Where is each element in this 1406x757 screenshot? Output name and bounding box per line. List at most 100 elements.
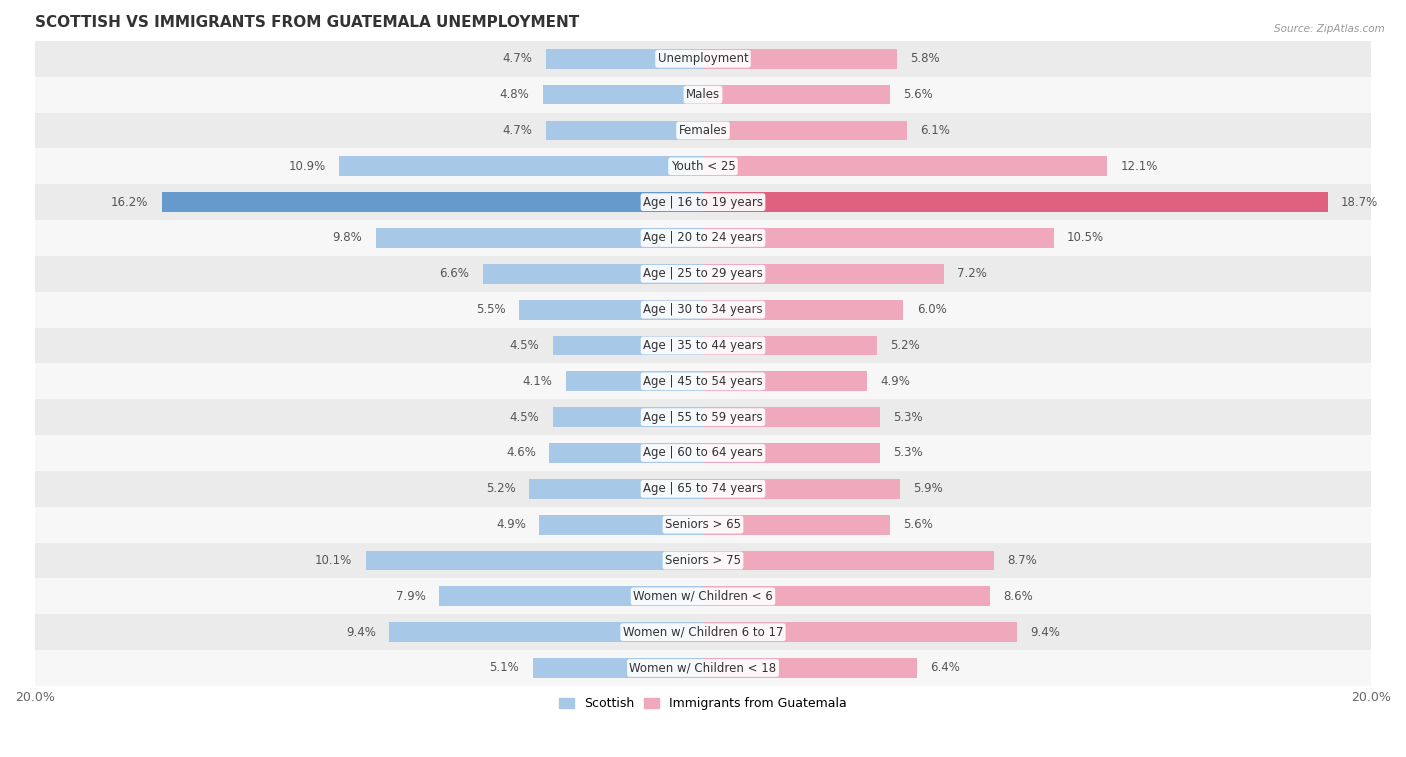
Bar [162, 192, 703, 212]
Bar [35, 220, 1371, 256]
Text: 4.7%: 4.7% [503, 124, 533, 137]
Text: 6.4%: 6.4% [931, 662, 960, 674]
Text: 6.1%: 6.1% [920, 124, 950, 137]
Bar [35, 650, 1371, 686]
Bar [35, 113, 1371, 148]
Bar [703, 515, 890, 534]
Bar [540, 515, 703, 534]
Bar [35, 148, 1371, 184]
Bar [529, 479, 703, 499]
Bar [567, 372, 703, 391]
Bar [35, 328, 1371, 363]
Text: 9.4%: 9.4% [346, 625, 375, 639]
Bar [533, 658, 703, 678]
Text: Age | 20 to 24 years: Age | 20 to 24 years [643, 232, 763, 245]
Text: 5.2%: 5.2% [890, 339, 920, 352]
Bar [35, 363, 1371, 399]
Bar [703, 443, 880, 463]
Bar [389, 622, 703, 642]
Bar [546, 120, 703, 140]
Bar [35, 435, 1371, 471]
Text: 10.1%: 10.1% [315, 554, 353, 567]
Bar [339, 157, 703, 176]
Bar [703, 407, 880, 427]
Text: Males: Males [686, 88, 720, 101]
Text: 4.5%: 4.5% [509, 410, 540, 424]
Bar [703, 550, 994, 570]
Text: Unemployment: Unemployment [658, 52, 748, 65]
Bar [703, 49, 897, 69]
Bar [553, 407, 703, 427]
Bar [482, 264, 703, 284]
Text: Age | 35 to 44 years: Age | 35 to 44 years [643, 339, 763, 352]
Bar [519, 300, 703, 319]
Text: 5.8%: 5.8% [910, 52, 939, 65]
Text: 12.1%: 12.1% [1121, 160, 1159, 173]
Text: Females: Females [679, 124, 727, 137]
Text: 5.6%: 5.6% [904, 88, 934, 101]
Text: Youth < 25: Youth < 25 [671, 160, 735, 173]
Text: 5.5%: 5.5% [477, 303, 506, 316]
Text: 10.5%: 10.5% [1067, 232, 1104, 245]
Text: 8.7%: 8.7% [1007, 554, 1036, 567]
Text: Women w/ Children < 18: Women w/ Children < 18 [630, 662, 776, 674]
Text: Women w/ Children 6 to 17: Women w/ Children 6 to 17 [623, 625, 783, 639]
Text: 5.3%: 5.3% [893, 447, 922, 459]
Bar [543, 85, 703, 104]
Text: 4.6%: 4.6% [506, 447, 536, 459]
Bar [703, 157, 1107, 176]
Bar [439, 587, 703, 606]
Text: 4.9%: 4.9% [496, 518, 526, 531]
Text: 6.6%: 6.6% [439, 267, 470, 280]
Bar [703, 85, 890, 104]
Bar [703, 335, 877, 355]
Bar [703, 300, 904, 319]
Text: Age | 30 to 34 years: Age | 30 to 34 years [643, 303, 763, 316]
Bar [703, 228, 1053, 248]
Text: Age | 16 to 19 years: Age | 16 to 19 years [643, 195, 763, 209]
Bar [703, 264, 943, 284]
Text: Age | 60 to 64 years: Age | 60 to 64 years [643, 447, 763, 459]
Text: Women w/ Children < 6: Women w/ Children < 6 [633, 590, 773, 603]
Text: SCOTTISH VS IMMIGRANTS FROM GUATEMALA UNEMPLOYMENT: SCOTTISH VS IMMIGRANTS FROM GUATEMALA UN… [35, 15, 579, 30]
Bar [703, 372, 866, 391]
Bar [375, 228, 703, 248]
Text: 7.2%: 7.2% [957, 267, 987, 280]
Text: 6.0%: 6.0% [917, 303, 946, 316]
Bar [35, 506, 1371, 543]
Bar [35, 471, 1371, 506]
Text: 5.9%: 5.9% [914, 482, 943, 495]
Text: Seniors > 75: Seniors > 75 [665, 554, 741, 567]
Text: Seniors > 65: Seniors > 65 [665, 518, 741, 531]
Bar [35, 543, 1371, 578]
Bar [553, 335, 703, 355]
Text: 4.5%: 4.5% [509, 339, 540, 352]
Text: 4.1%: 4.1% [523, 375, 553, 388]
Bar [546, 49, 703, 69]
Text: 16.2%: 16.2% [111, 195, 149, 209]
Text: 8.6%: 8.6% [1004, 590, 1033, 603]
Text: 4.8%: 4.8% [499, 88, 529, 101]
Bar [703, 120, 907, 140]
Bar [35, 291, 1371, 328]
Text: 5.2%: 5.2% [486, 482, 516, 495]
Text: Age | 55 to 59 years: Age | 55 to 59 years [643, 410, 763, 424]
Text: 9.8%: 9.8% [333, 232, 363, 245]
Text: Age | 25 to 29 years: Age | 25 to 29 years [643, 267, 763, 280]
Bar [35, 399, 1371, 435]
Text: 4.9%: 4.9% [880, 375, 910, 388]
Bar [366, 550, 703, 570]
Text: Age | 65 to 74 years: Age | 65 to 74 years [643, 482, 763, 495]
Text: 9.4%: 9.4% [1031, 625, 1060, 639]
Bar [35, 76, 1371, 113]
Text: 5.6%: 5.6% [904, 518, 934, 531]
Bar [703, 622, 1017, 642]
Text: 18.7%: 18.7% [1341, 195, 1378, 209]
Bar [703, 587, 990, 606]
Text: 4.7%: 4.7% [503, 52, 533, 65]
Bar [35, 578, 1371, 614]
Bar [35, 256, 1371, 291]
Bar [703, 192, 1327, 212]
Text: Age | 45 to 54 years: Age | 45 to 54 years [643, 375, 763, 388]
Text: 5.3%: 5.3% [893, 410, 922, 424]
